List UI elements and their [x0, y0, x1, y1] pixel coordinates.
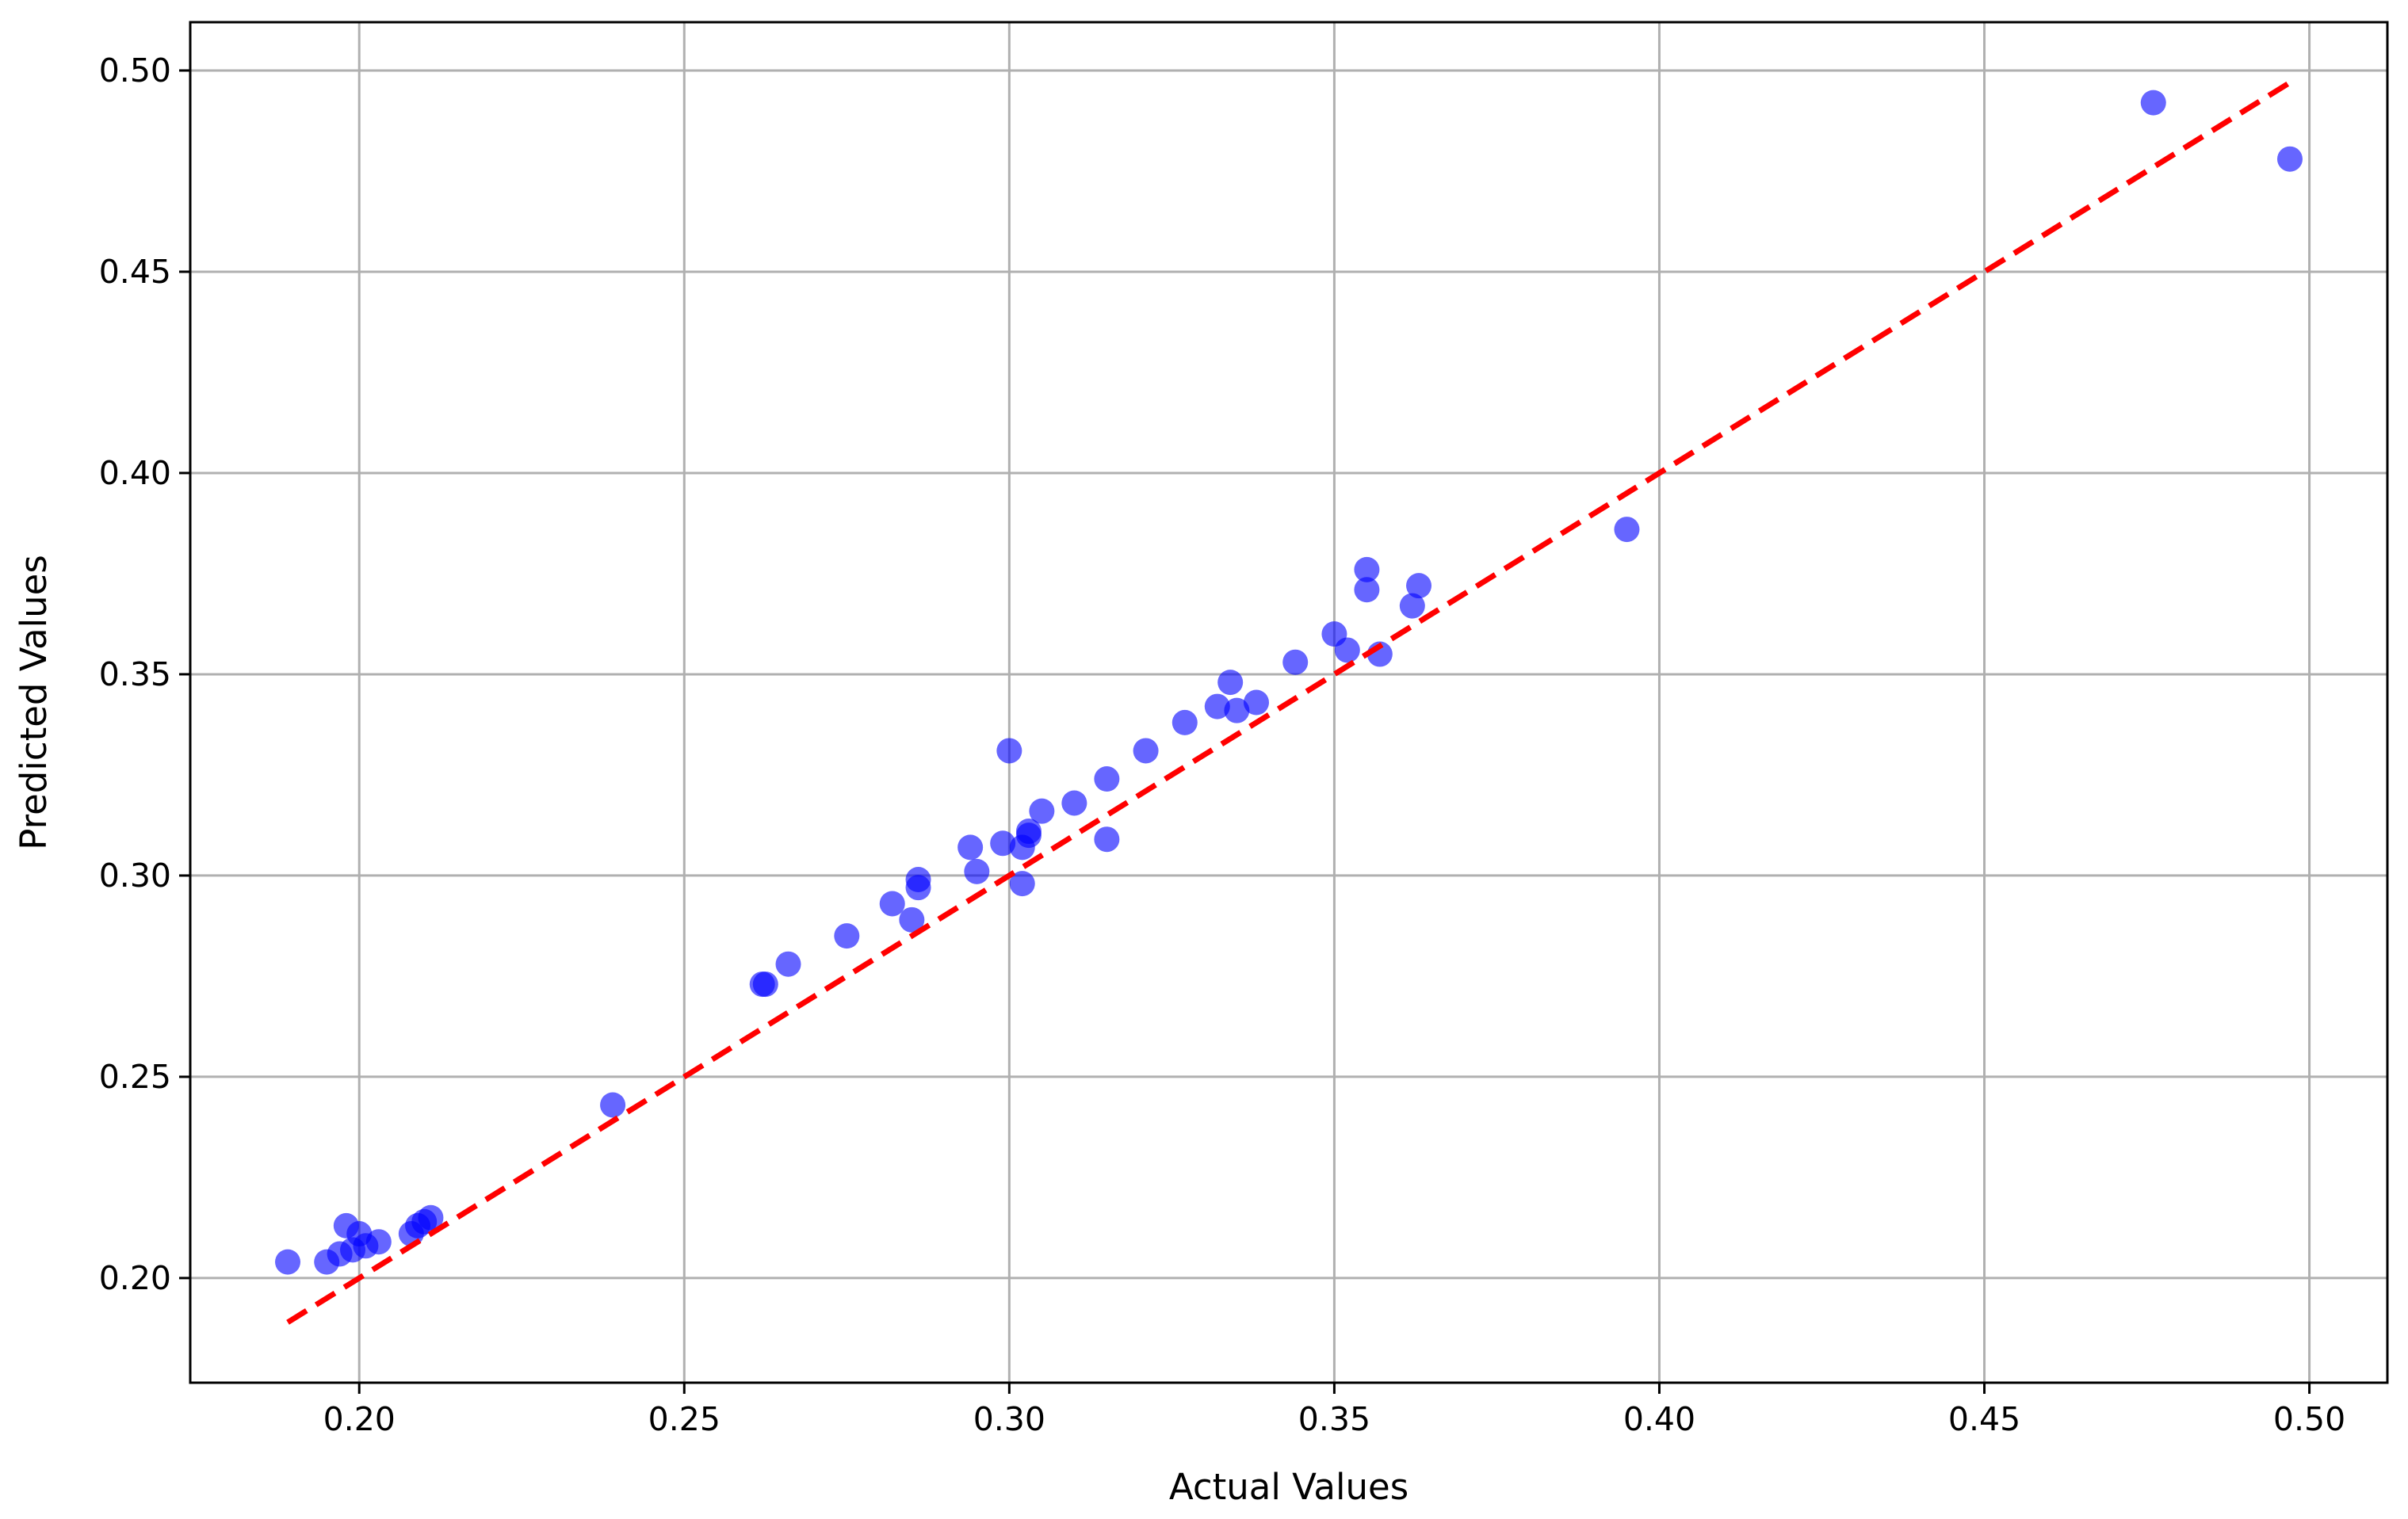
- data-points: [275, 90, 2303, 1275]
- y-axis-ticks: 0.20 0.25 0.30 0.35 0.40 0.45 0.50: [99, 52, 190, 1297]
- data-point: [1224, 697, 1250, 723]
- data-point: [1354, 577, 1380, 603]
- y-axis-label: Predicted Values: [13, 555, 55, 850]
- data-point: [275, 1249, 301, 1275]
- data-point: [1172, 709, 1198, 735]
- data-point: [418, 1204, 444, 1231]
- data-point: [2140, 90, 2166, 116]
- data-point: [2276, 146, 2303, 172]
- data-point: [1061, 790, 1087, 816]
- y-tick-label: 0.45: [99, 253, 171, 291]
- y-tick-label: 0.50: [99, 52, 171, 90]
- x-axis-label: Actual Values: [1169, 1466, 1408, 1508]
- data-point: [905, 867, 931, 893]
- x-tick-label: 0.40: [1623, 1400, 1695, 1438]
- data-point: [964, 858, 990, 884]
- x-tick-label: 0.50: [2273, 1400, 2345, 1438]
- data-point: [834, 923, 860, 949]
- plot-frame: [189, 21, 2389, 1384]
- y-tick-label: 0.40: [99, 454, 171, 492]
- data-point: [1204, 693, 1230, 719]
- x-tick-label: 0.30: [973, 1400, 1045, 1438]
- data-point: [1406, 573, 1432, 599]
- data-point: [957, 834, 984, 861]
- data-point: [1015, 819, 1042, 845]
- data-point: [1133, 738, 1159, 764]
- data-point: [1282, 649, 1309, 675]
- grid-lines: [190, 22, 2387, 1383]
- y-tick-label: 0.25: [99, 1058, 171, 1096]
- data-point: [899, 906, 925, 933]
- x-tick-label: 0.35: [1298, 1400, 1370, 1438]
- data-point: [1009, 871, 1035, 897]
- y-tick-label: 0.20: [99, 1259, 171, 1297]
- data-point: [600, 1092, 626, 1118]
- x-tick-label: 0.20: [323, 1400, 396, 1438]
- data-point: [1334, 637, 1360, 663]
- data-point: [1029, 798, 1055, 824]
- reference-line: [286, 80, 2291, 1325]
- x-tick-label: 0.45: [1948, 1400, 2020, 1438]
- x-tick-label: 0.25: [648, 1400, 720, 1438]
- y-tick-label: 0.35: [99, 655, 171, 693]
- y-tick-label: 0.30: [99, 857, 171, 895]
- data-point: [1094, 766, 1120, 792]
- x-axis-ticks: 0.20 0.25 0.30 0.35 0.40 0.45 0.50: [323, 1383, 2345, 1438]
- data-point: [775, 951, 801, 977]
- data-point: [365, 1229, 392, 1255]
- data-point: [996, 738, 1022, 764]
- data-point: [1614, 517, 1640, 543]
- data-point: [752, 971, 778, 998]
- data-point: [990, 830, 1016, 857]
- data-point: [1354, 556, 1380, 582]
- data-point: [1399, 593, 1425, 619]
- data-point: [1217, 670, 1244, 696]
- data-point: [879, 891, 905, 917]
- reference-line-group: [286, 80, 2291, 1325]
- data-point: [1094, 826, 1120, 853]
- data-point: [1243, 689, 1269, 716]
